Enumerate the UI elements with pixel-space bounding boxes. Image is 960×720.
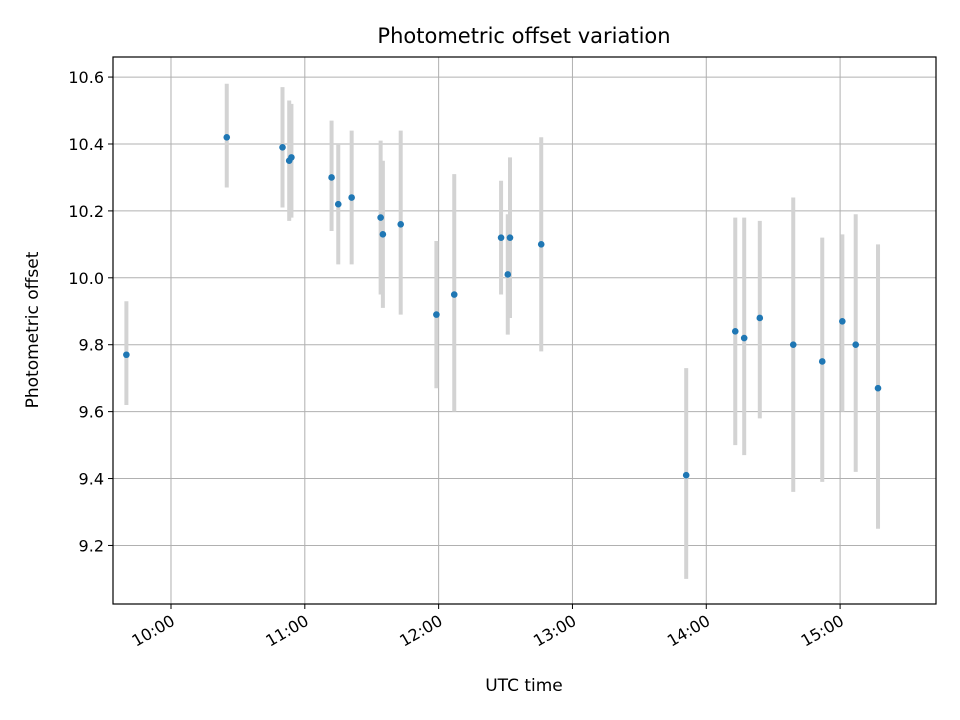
data-point (852, 341, 860, 349)
data-point (450, 291, 458, 298)
data-point (504, 271, 512, 278)
x-axis-ticks: 10:00 11:00 12:00 13:00 14:00 15:00 (129, 604, 847, 651)
data-point (334, 200, 342, 208)
x-tick-label: 10:00 (129, 611, 178, 651)
data-points (123, 133, 882, 479)
data-point (537, 241, 545, 248)
y-tick-label: 10.6 (68, 68, 104, 87)
data-point (839, 317, 846, 325)
y-tick-label: 9.2 (79, 536, 104, 555)
y-tick-label: 9.8 (79, 336, 104, 355)
x-axis-label: UTC time (485, 676, 563, 696)
data-point (682, 471, 690, 479)
plot-area-frame (112, 56, 937, 605)
data-point (288, 154, 295, 161)
error-bars (124, 83, 881, 579)
y-tick-label: 10.4 (68, 135, 104, 154)
data-point (740, 334, 748, 342)
data-point (123, 351, 130, 359)
y-axis-ticks: 9.2 9.4 9.6 9.8 10.0 10.2 10.4 10.6 (68, 68, 113, 555)
data-point (789, 341, 797, 349)
data-point (731, 328, 739, 335)
y-tick-label: 10.0 (68, 269, 104, 288)
data-point (348, 194, 355, 201)
data-point (397, 220, 405, 228)
data-point (874, 384, 882, 392)
x-tick-label: 14:00 (664, 611, 713, 651)
data-point (223, 133, 231, 141)
y-tick-label: 10.2 (68, 202, 104, 221)
data-point (377, 214, 384, 221)
data-point (506, 234, 514, 241)
data-point (756, 314, 764, 322)
data-point (379, 231, 387, 238)
x-tick-label: 15:00 (798, 611, 847, 651)
x-tick-label: 12:00 (396, 611, 445, 651)
grid-lines (113, 57, 936, 604)
x-tick-label: 13:00 (530, 611, 579, 651)
x-tick-label: 11:00 (262, 611, 311, 651)
chart-title: Photometric offset variation (377, 24, 670, 48)
y-axis-label: Photometric offset (23, 251, 43, 408)
y-tick-label: 9.6 (79, 403, 104, 422)
data-point (433, 311, 440, 318)
data-point (328, 174, 335, 181)
data-point (279, 144, 286, 151)
data-point (818, 358, 826, 365)
y-tick-label: 9.4 (79, 470, 104, 489)
data-point (497, 234, 505, 241)
